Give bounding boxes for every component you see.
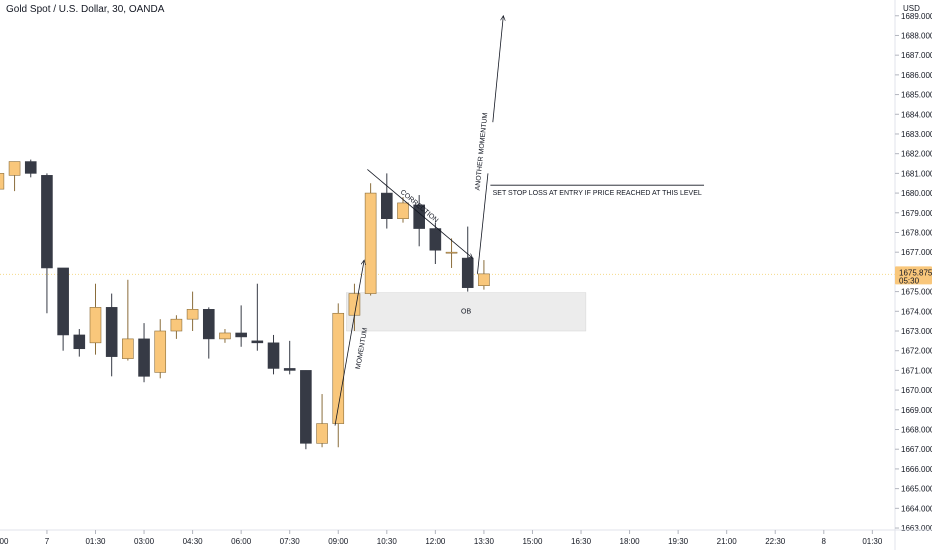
stop-loss-label: SET STOP LOSS AT ENTRY IF PRICE REACHED … [493, 190, 702, 197]
ob-label: OB [461, 308, 471, 315]
price-tick-label: 1686.000 [901, 71, 932, 80]
price-tag-value: 1675.875 [899, 268, 932, 277]
candle-bull [219, 332, 231, 340]
candle-bear [105, 307, 118, 357]
candle-bear [267, 342, 280, 369]
time-axis[interactable]: 20:00 7 01:30 03:00 04:30 06:00 07:30 09:00 10:3… [0, 529, 932, 546]
price-tick-label: 1683.000 [901, 130, 932, 139]
candle-bull [0, 173, 5, 190]
candle-bull [332, 312, 345, 424]
time-tick-label: 20:00 [0, 537, 9, 546]
candle-bull [186, 309, 199, 320]
candle-bull [364, 192, 377, 294]
time-tick-label: 09:00 [328, 537, 349, 546]
candle-bull [316, 423, 328, 444]
time-tick-label: 01:30 [862, 537, 883, 546]
candle-bull [89, 307, 102, 344]
momentum-label: MOMENTUM [355, 327, 369, 370]
correction-arrow [367, 169, 472, 258]
time-tick-label: 01:30 [85, 537, 106, 546]
candle-bull [397, 202, 409, 219]
candle-bear [73, 334, 86, 350]
price-tick-label: 1672.000 [901, 347, 932, 356]
price-tick-label: 1665.000 [901, 485, 932, 494]
time-tick-label: 8 [822, 537, 827, 546]
price-tick-label: 1668.000 [901, 426, 932, 435]
price-tick-label: 1687.000 [901, 51, 932, 60]
candle-bear [283, 368, 296, 371]
price-tick-label: 1677.000 [901, 248, 932, 257]
candle-bull [122, 338, 134, 359]
price-tick-label: 1680.000 [901, 189, 932, 198]
price-tick-label: 1667.000 [901, 445, 932, 454]
price-tick-label: 1681.000 [901, 169, 932, 178]
candle-bull [8, 161, 21, 176]
candle-bull [154, 330, 167, 373]
price-tag-countdown: 05:30 [899, 276, 920, 285]
price-tick-label: 1689.000 [901, 12, 932, 21]
time-tick-label: 19:30 [668, 537, 689, 546]
price-tick-label: 1663.000 [901, 524, 932, 533]
price-tick-label: 1688.000 [901, 31, 932, 40]
candle-bear [251, 340, 264, 344]
price-tick-label: 1679.000 [901, 209, 932, 218]
price-tick-label: 1675.000 [901, 288, 932, 297]
price-tick-label: 1666.000 [901, 465, 932, 474]
candle-bear [461, 257, 474, 288]
time-tick-label: 16:30 [571, 537, 592, 546]
order-block [346, 292, 587, 332]
candle-bear [413, 204, 425, 229]
candle-bear [202, 309, 215, 340]
another-momentum-arrow [492, 16, 504, 123]
candle-bull [170, 318, 183, 332]
time-tick-label: 10:30 [377, 537, 398, 546]
price-tick-label: 1685.000 [901, 91, 932, 100]
candles [0, 159, 490, 450]
time-tick-label: 13:30 [474, 537, 495, 546]
candle-bear [235, 332, 247, 338]
price-tag [895, 266, 932, 285]
candle-bull [445, 251, 458, 254]
price-tick-label: 1669.000 [901, 406, 932, 415]
time-tick-label: 21:00 [717, 537, 738, 546]
price-tick-label: 1671.000 [901, 366, 932, 375]
chart-title: Gold Spot / U.S. Dollar, 30, OANDA [6, 4, 165, 15]
time-tick-label: 06:00 [231, 537, 252, 546]
time-tick-label: 07:30 [280, 537, 301, 546]
candle-bull [478, 273, 490, 286]
currency-label: USD [903, 4, 920, 13]
price-tick-label: 1664.000 [901, 504, 932, 513]
candle-bear [24, 161, 37, 174]
time-tick-label: 22:30 [765, 537, 786, 546]
candle-bear [138, 338, 150, 377]
candle-bear [429, 228, 442, 251]
price-tick-label: 1678.000 [901, 228, 932, 237]
order-block-zone [346, 292, 587, 332]
candle-bear [57, 267, 69, 336]
price-tick-label: 1673.000 [901, 327, 932, 336]
candle-bear [381, 192, 393, 219]
price-tick-label: 1670.000 [901, 386, 932, 395]
momentum-arrow [334, 260, 364, 426]
candle-bear [300, 370, 312, 444]
time-tick-label: 15:00 [522, 537, 543, 546]
candle-bull [348, 293, 361, 316]
price-tick-label: 1684.000 [901, 110, 932, 119]
price-tick-label: 1674.000 [901, 307, 932, 316]
time-tick-label: 18:00 [620, 537, 641, 546]
candle-bear [41, 175, 53, 269]
time-tick-label: 7 [45, 537, 50, 546]
time-tick-label: 04:30 [183, 537, 204, 546]
time-tick-label: 03:00 [134, 537, 155, 546]
another-momentum-arrow-lower [477, 173, 489, 274]
price-tick-label: 1682.000 [901, 150, 932, 159]
time-tick-label: 12:00 [425, 537, 446, 546]
